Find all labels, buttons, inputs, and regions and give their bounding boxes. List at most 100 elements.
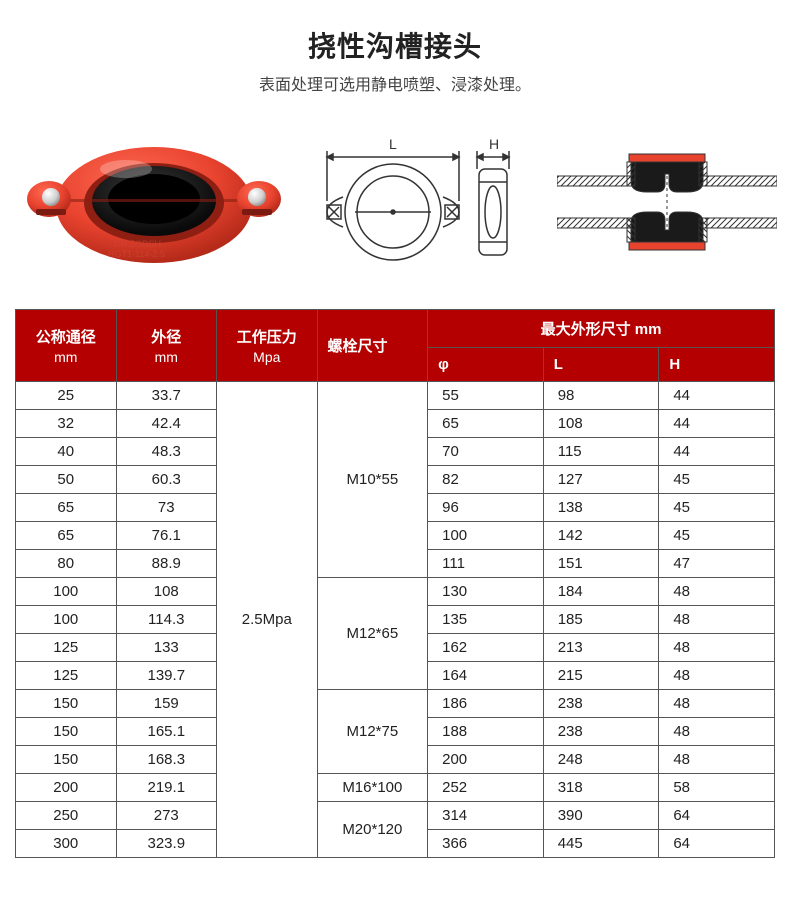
cell-phi: 130	[428, 578, 544, 606]
cell-bolt: M16*100	[317, 774, 428, 802]
cell-H: 58	[659, 774, 775, 802]
cell-dn: 150	[16, 718, 117, 746]
cell-L: 445	[543, 830, 659, 858]
cell-dn: 25	[16, 382, 117, 410]
cell-phi: 314	[428, 802, 544, 830]
cell-L: 318	[543, 774, 659, 802]
cell-od: 42.4	[116, 410, 217, 438]
cell-H: 48	[659, 746, 775, 774]
cell-od: 165.1	[116, 718, 217, 746]
cell-L: 248	[543, 746, 659, 774]
col-od: 外径 mm	[116, 310, 217, 382]
col-pressure: 工作压力 Mpa	[217, 310, 318, 382]
cell-H: 47	[659, 550, 775, 578]
col-dims: 最大外形尺寸 mm	[428, 310, 775, 348]
cell-dn: 40	[16, 438, 117, 466]
cell-L: 151	[543, 550, 659, 578]
cell-phi: 366	[428, 830, 544, 858]
cell-L: 238	[543, 718, 659, 746]
cell-L: 115	[543, 438, 659, 466]
cell-L: 184	[543, 578, 659, 606]
cell-dn: 80	[16, 550, 117, 578]
cell-od: 139.7	[116, 662, 217, 690]
cell-H: 44	[659, 410, 775, 438]
cell-L: 390	[543, 802, 659, 830]
cell-phi: 188	[428, 718, 544, 746]
cell-phi: 200	[428, 746, 544, 774]
cell-bolt: M20*120	[317, 802, 428, 858]
cell-H: 64	[659, 830, 775, 858]
cell-L: 215	[543, 662, 659, 690]
cell-dn: 300	[16, 830, 117, 858]
cell-dn: 150	[16, 690, 117, 718]
page-title: 挠性沟槽接头	[15, 25, 775, 65]
cell-od: 273	[116, 802, 217, 830]
cell-pressure: 2.5Mpa	[217, 382, 318, 858]
cell-od: 60.3	[116, 466, 217, 494]
cell-phi: 55	[428, 382, 544, 410]
cell-dn: 65	[16, 522, 117, 550]
cell-L: 142	[543, 522, 659, 550]
cell-H: 44	[659, 382, 775, 410]
dimension-diagram: L H	[303, 127, 543, 277]
cell-phi: 65	[428, 410, 544, 438]
cell-phi: 100	[428, 522, 544, 550]
cell-phi: 135	[428, 606, 544, 634]
cell-od: 114.3	[116, 606, 217, 634]
col-L: L	[543, 348, 659, 382]
cell-od: 48.3	[116, 438, 217, 466]
cell-phi: 82	[428, 466, 544, 494]
cell-od: 159	[116, 690, 217, 718]
col-phi: φ	[428, 348, 544, 382]
product-photo: DN ZGDSH RGT1-114-2.5	[19, 117, 289, 287]
cell-L: 108	[543, 410, 659, 438]
col-nominal: 公称通径 mm	[16, 310, 117, 382]
cell-H: 48	[659, 662, 775, 690]
cell-dn: 150	[16, 746, 117, 774]
cell-L: 138	[543, 494, 659, 522]
cell-dn: 125	[16, 634, 117, 662]
cell-od: 168.3	[116, 746, 217, 774]
table-row: 150159M12*7518623848	[16, 690, 775, 718]
cell-od: 219.1	[116, 774, 217, 802]
cell-phi: 111	[428, 550, 544, 578]
cell-bolt: M10*55	[317, 382, 428, 578]
cell-od: 108	[116, 578, 217, 606]
page-container: 挠性沟槽接头 表面处理可选用静电喷塑、浸漆处理。	[0, 0, 790, 858]
cell-H: 48	[659, 690, 775, 718]
dim-label-H: H	[489, 136, 499, 152]
cross-section-diagram	[557, 142, 777, 262]
spec-table-body: 2533.72.5MpaM10*555598443242.46510844404…	[16, 382, 775, 858]
svg-text:RGT1-114-2.5: RGT1-114-2.5	[108, 249, 165, 259]
cell-L: 127	[543, 466, 659, 494]
col-H: H	[659, 348, 775, 382]
table-row: 200219.1 M16*10025231858	[16, 774, 775, 802]
cell-dn: 125	[16, 662, 117, 690]
dim-label-L: L	[389, 136, 397, 152]
cell-H: 44	[659, 438, 775, 466]
cell-dn: 100	[16, 606, 117, 634]
table-row: 100108M12*6513018448	[16, 578, 775, 606]
cell-phi: 186	[428, 690, 544, 718]
cell-H: 48	[659, 718, 775, 746]
cell-phi: 164	[428, 662, 544, 690]
cell-dn: 200	[16, 774, 117, 802]
cell-od: 88.9	[116, 550, 217, 578]
cell-od: 323.9	[116, 830, 217, 858]
spec-table-head: 公称通径 mm 外径 mm 工作压力 Mpa 螺栓尺寸 最大外形尺寸 mm φ …	[16, 310, 775, 382]
cell-bolt: M12*65	[317, 578, 428, 690]
svg-text:DN ZGDSH: DN ZGDSH	[114, 239, 161, 249]
cell-H: 45	[659, 522, 775, 550]
table-row: 250273M20*12031439064	[16, 802, 775, 830]
illustration-row: DN ZGDSH RGT1-114-2.5	[15, 117, 775, 287]
cell-H: 48	[659, 606, 775, 634]
cell-phi: 70	[428, 438, 544, 466]
cell-phi: 252	[428, 774, 544, 802]
cell-L: 185	[543, 606, 659, 634]
cell-H: 45	[659, 466, 775, 494]
cell-od: 73	[116, 494, 217, 522]
cell-od: 76.1	[116, 522, 217, 550]
cell-od: 133	[116, 634, 217, 662]
spec-table: 公称通径 mm 外径 mm 工作压力 Mpa 螺栓尺寸 最大外形尺寸 mm φ …	[15, 309, 775, 858]
cell-L: 238	[543, 690, 659, 718]
